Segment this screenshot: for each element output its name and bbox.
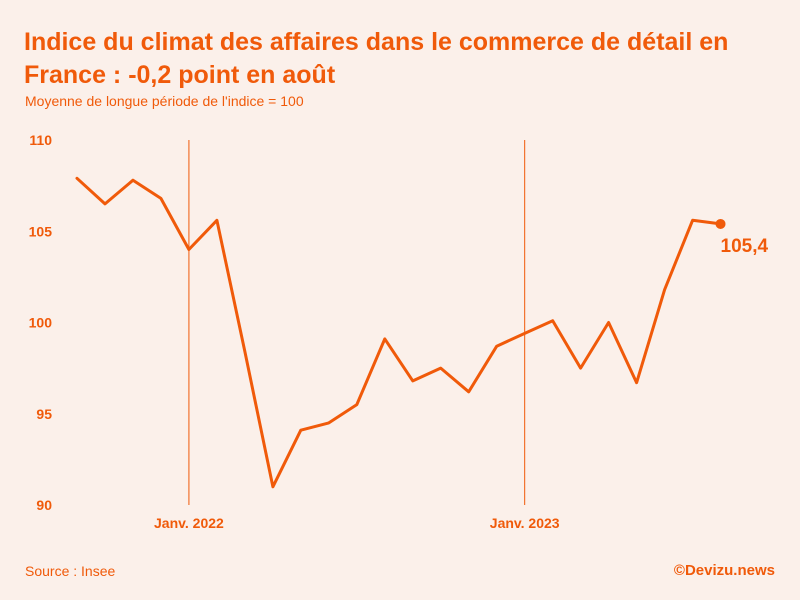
source-note: Source : Insee	[25, 563, 116, 579]
y-tick-label: 90	[36, 497, 52, 513]
chart-subtitle: Moyenne de longue période de l'indice = …	[25, 93, 304, 109]
y-tick-label: 110	[29, 132, 52, 148]
y-tick-label: 95	[36, 406, 52, 422]
chart-title: Indice du climat des affaires dans le co…	[24, 28, 729, 89]
y-tick-label: 105	[29, 223, 53, 239]
year-markers: Janv. 2022 Janv. 2023	[154, 140, 560, 531]
x-tick-label: Janv. 2022	[154, 515, 224, 531]
x-tick-label: Janv. 2023	[490, 515, 560, 531]
credit-link[interactable]: ©Devizu.news	[673, 562, 775, 579]
last-value-label: 105,4	[721, 236, 769, 257]
y-axis: 90 95 100 105 110	[29, 132, 53, 513]
last-data-point	[715, 218, 726, 229]
series-line	[75, 176, 722, 489]
y-tick-label: 100	[29, 315, 53, 331]
